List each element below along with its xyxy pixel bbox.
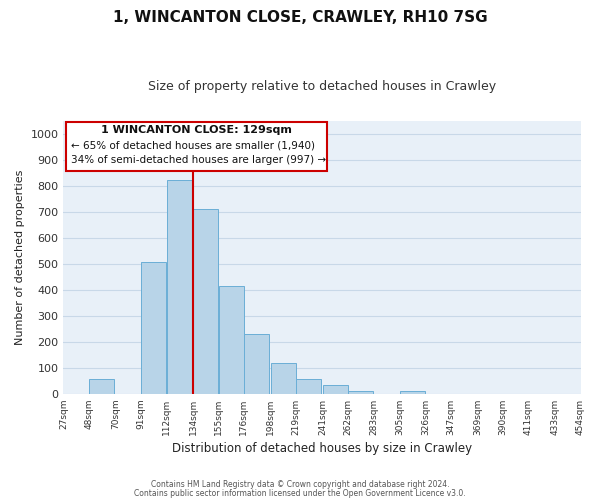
Bar — [296, 379, 321, 394]
Bar — [141, 262, 166, 394]
Bar — [323, 384, 348, 394]
Text: Contains HM Land Registry data © Crown copyright and database right 2024.: Contains HM Land Registry data © Crown c… — [151, 480, 449, 489]
Bar — [167, 180, 191, 394]
Y-axis label: Number of detached properties: Number of detached properties — [15, 170, 25, 345]
Bar — [348, 390, 373, 394]
Bar — [400, 390, 425, 394]
Bar — [89, 379, 114, 394]
Text: ← 65% of detached houses are smaller (1,940): ← 65% of detached houses are smaller (1,… — [71, 140, 315, 150]
Title: Size of property relative to detached houses in Crawley: Size of property relative to detached ho… — [148, 80, 496, 93]
Text: 1, WINCANTON CLOSE, CRAWLEY, RH10 7SG: 1, WINCANTON CLOSE, CRAWLEY, RH10 7SG — [113, 10, 487, 25]
Bar — [271, 363, 296, 394]
Text: Contains public sector information licensed under the Open Government Licence v3: Contains public sector information licen… — [134, 490, 466, 498]
Bar — [193, 209, 218, 394]
Text: 34% of semi-detached houses are larger (997) →: 34% of semi-detached houses are larger (… — [71, 156, 326, 166]
Bar — [218, 286, 244, 394]
Text: 1 WINCANTON CLOSE: 129sqm: 1 WINCANTON CLOSE: 129sqm — [101, 125, 292, 135]
FancyBboxPatch shape — [66, 122, 327, 171]
Bar — [244, 334, 269, 394]
X-axis label: Distribution of detached houses by size in Crawley: Distribution of detached houses by size … — [172, 442, 472, 455]
